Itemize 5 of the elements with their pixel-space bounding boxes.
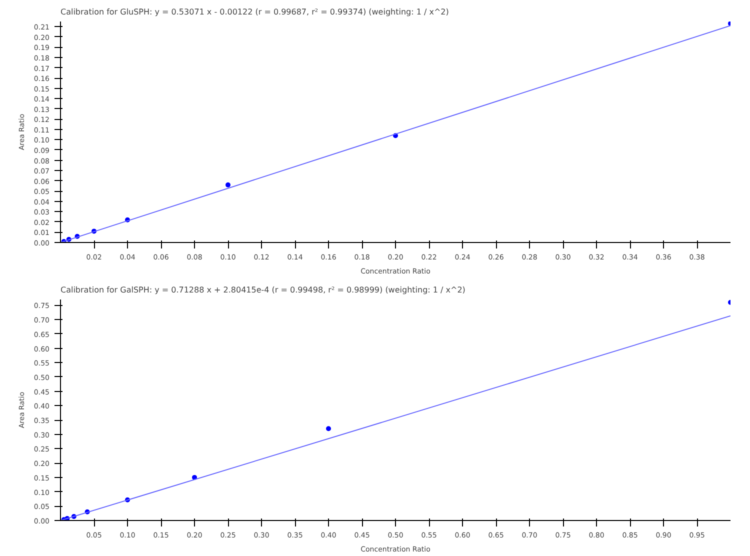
point (192, 474, 197, 480)
point (226, 182, 230, 188)
chart-title: Calibration for GluSPH: y = 0.53071 x - 0.00122 (r = 0.99687, r² = 0.99374) (weighting: 1 / x^2) (60, 8, 449, 16)
chart-title: Calibration for GalSPH: y = 0.71288 x + 2.80415e-4 (r = 0.99498, r² = 0.98999) (weighting: 1 / x^2) (60, 286, 466, 294)
point (326, 426, 331, 432)
